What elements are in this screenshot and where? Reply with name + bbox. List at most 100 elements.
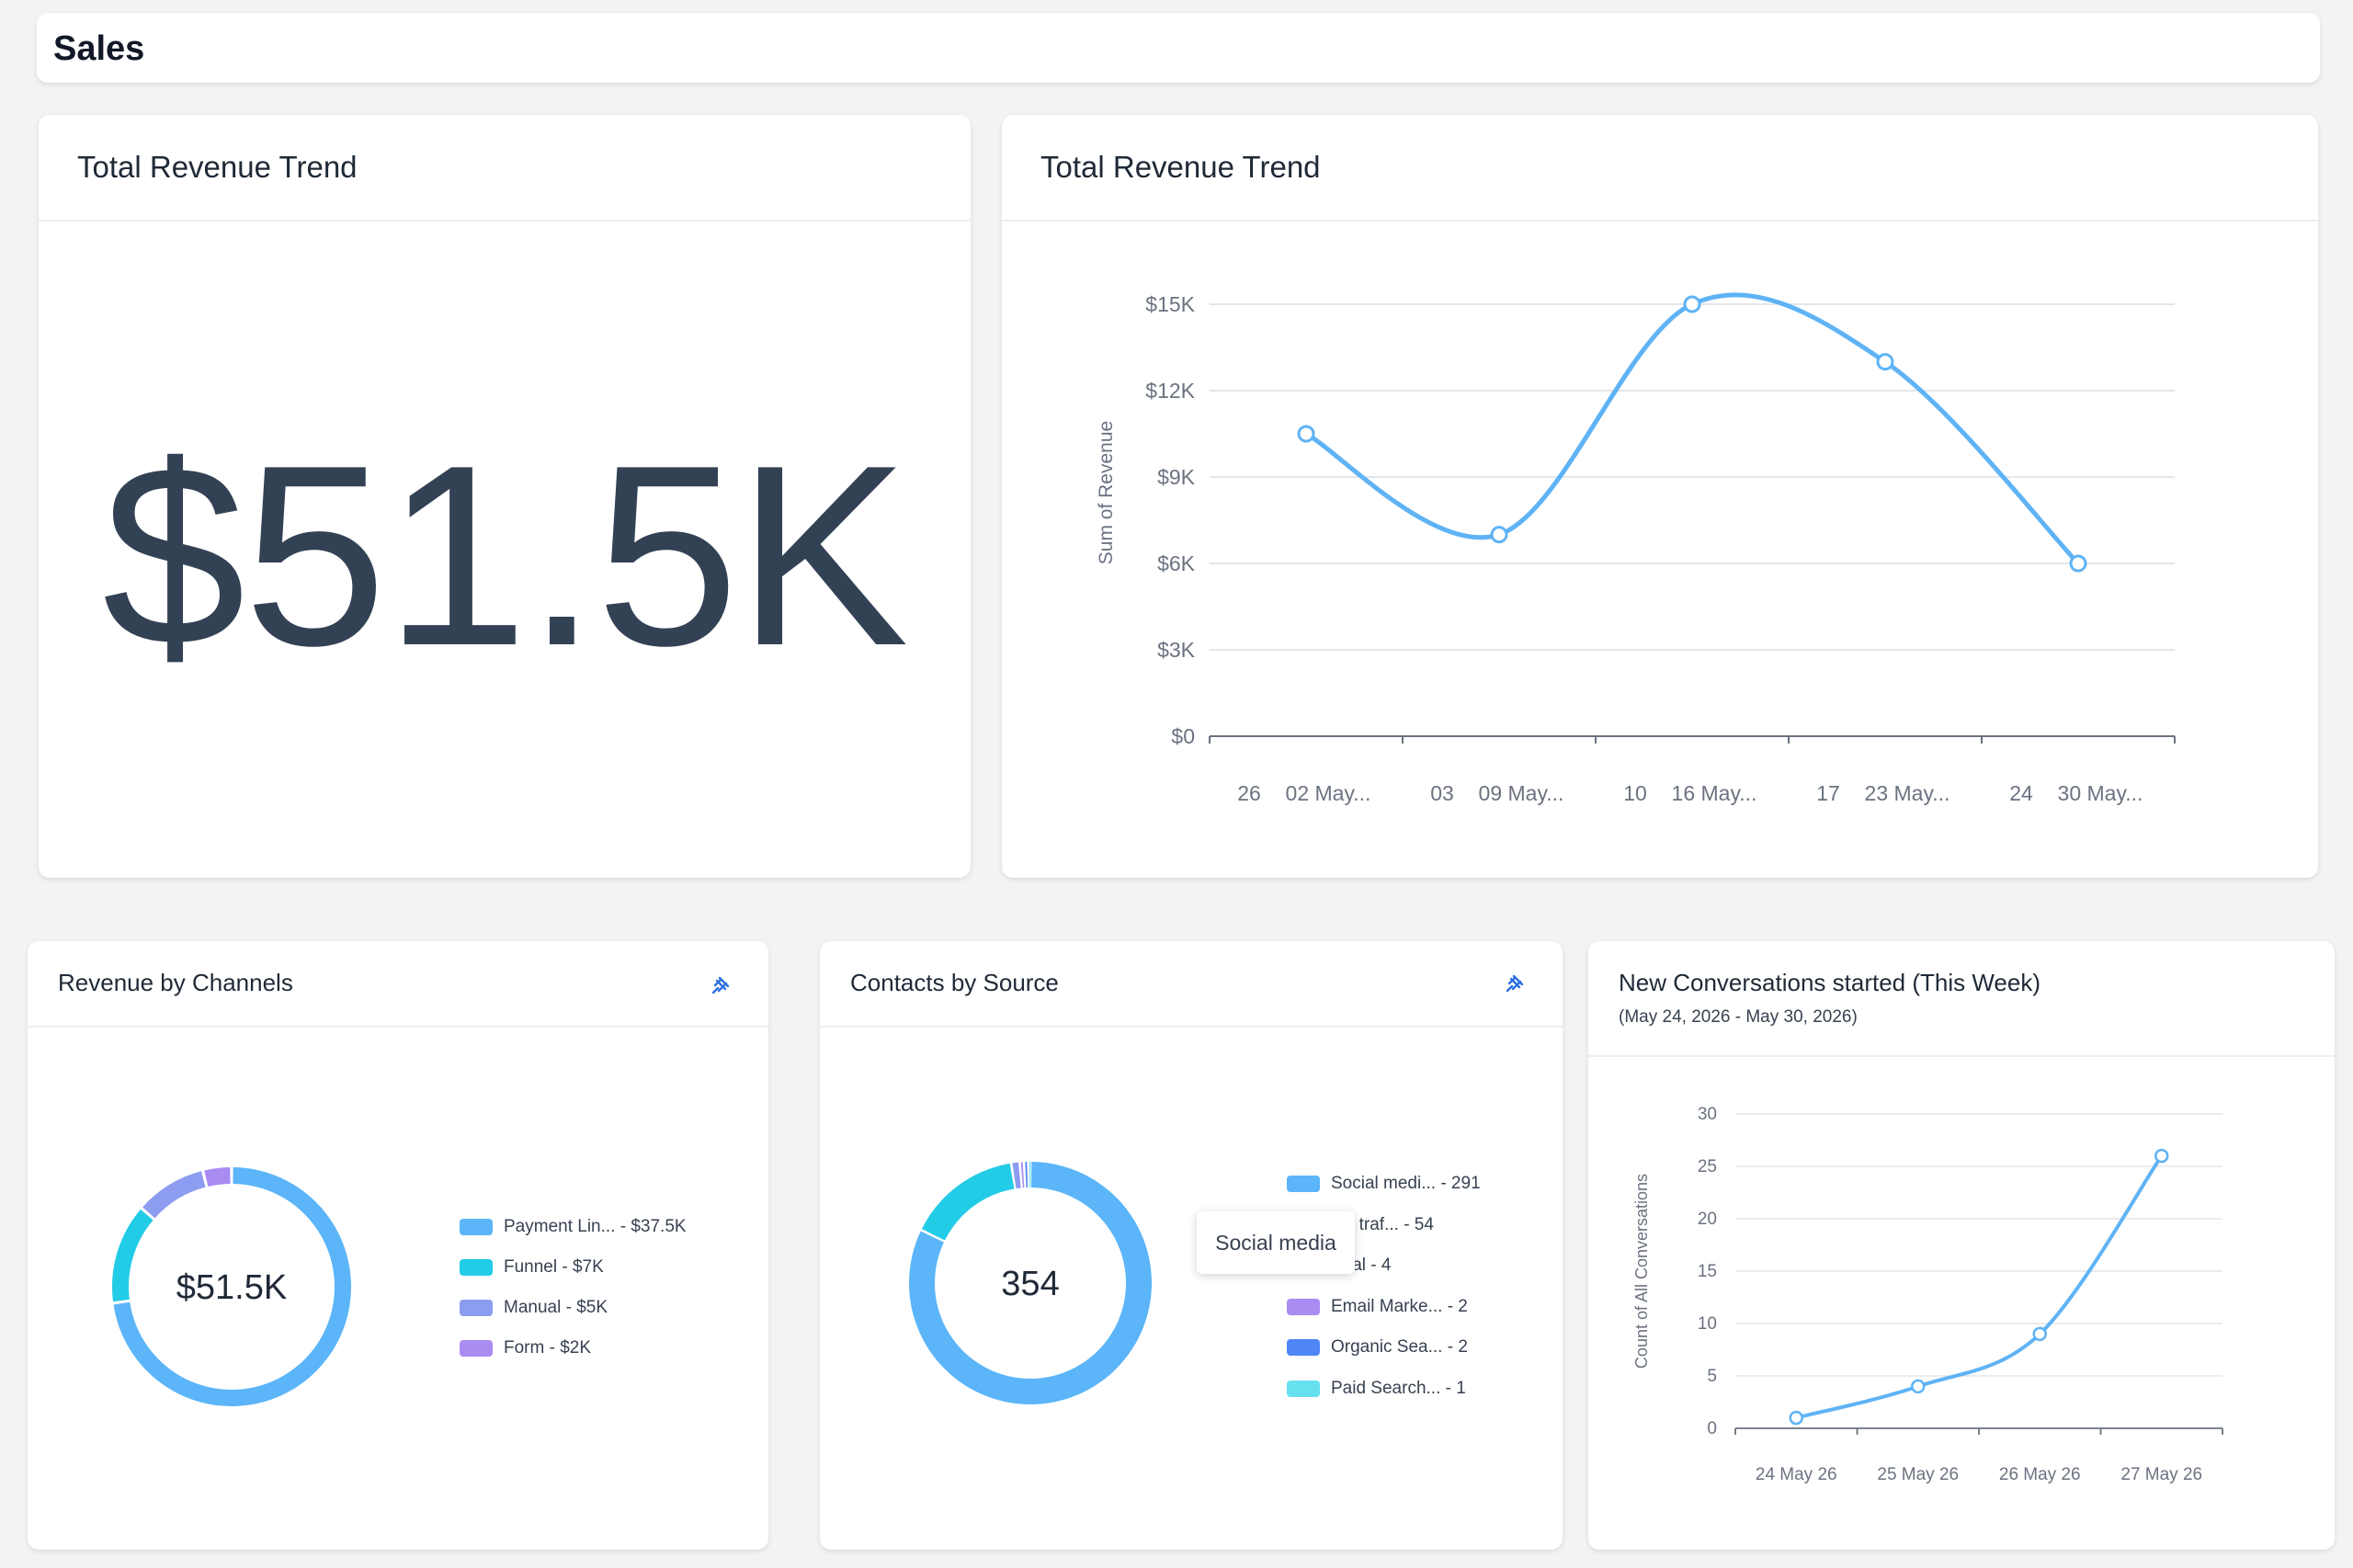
- page-title: Sales: [53, 29, 145, 68]
- y-tick-label: $6K: [1157, 551, 1196, 575]
- legend-item[interactable]: Manual - $5K: [460, 1298, 608, 1318]
- y-axis-label: Sum of Revenue: [1096, 421, 1117, 564]
- y-tick-label: 20: [1698, 1210, 1717, 1229]
- data-point: [1683, 295, 1701, 313]
- data-point: [1297, 425, 1315, 443]
- legend-label: Manual - $5K: [504, 1298, 608, 1317]
- x-tick-label: 03: [1430, 781, 1454, 805]
- data-point: [1789, 1410, 1803, 1426]
- legend-swatch: [460, 1219, 493, 1235]
- x-tick-label: 26: [1237, 781, 1261, 805]
- donut-slice: [112, 1209, 153, 1302]
- legend-swatch: [460, 1259, 493, 1276]
- legend-label: Social medi... - 291: [1331, 1174, 1481, 1193]
- y-tick-label: 30: [1698, 1105, 1717, 1124]
- donut-slice: [1012, 1162, 1021, 1189]
- page-header: Sales: [37, 13, 2320, 83]
- legend-item[interactable]: Funnel - $7K: [460, 1257, 604, 1278]
- card-title: Revenue by Channels: [58, 969, 293, 996]
- revenue-channels-donut: [112, 1167, 351, 1406]
- kpi-card: Total Revenue Trend $51.5K: [39, 115, 971, 878]
- data-point: [1911, 1379, 1926, 1394]
- series-line: [1304, 292, 2080, 565]
- legend-swatch: [1287, 1176, 1320, 1192]
- donut-slice: [142, 1171, 206, 1219]
- legend-swatch: [1287, 1339, 1320, 1356]
- y-tick-label: $15K: [1145, 292, 1195, 316]
- donut-slice: [1029, 1162, 1031, 1188]
- y-tick-label: $12K: [1145, 379, 1195, 403]
- card-title: New Conversations started (This Week): [1619, 969, 2041, 996]
- legend-item[interactable]: Email Marke... - 2: [1287, 1297, 1468, 1317]
- data-point: [2032, 1326, 2047, 1342]
- legend-label: Paid Search... - 1: [1331, 1378, 1466, 1398]
- y-tick-label: 5: [1707, 1367, 1717, 1386]
- legend-label: Payment Lin... - $37.5K: [504, 1217, 687, 1236]
- legend-label: Organic Sea... - 2: [1331, 1337, 1468, 1357]
- revenue-trend-card: Total Revenue Trend $0 $3K $6K $9K $12K $15K S…: [1002, 115, 2318, 878]
- legend-label: Email Marke... - 2: [1331, 1296, 1468, 1316]
- section-divider: [0, 899, 2353, 923]
- legend-item[interactable]: Social medi... - 291: [1287, 1174, 1481, 1194]
- legend-swatch: [1287, 1298, 1320, 1315]
- card-header: [1002, 115, 2318, 222]
- x-tick-label: 16 May...: [1672, 781, 1757, 805]
- x-tick-label: 27 May 26: [2120, 1465, 2202, 1484]
- revenue-trend-chart: $0 $3K $6K $9K $12K $15K Sum of Revenue 26 02 Ma…: [1096, 292, 2176, 805]
- y-tick-label: 15: [1698, 1262, 1717, 1281]
- y-tick-label: $9K: [1157, 465, 1196, 489]
- legend-label: ect traf... - 54: [1331, 1214, 1434, 1234]
- contacts-source-donut: [909, 1162, 1152, 1404]
- legend-label: Form - $2K: [504, 1338, 592, 1358]
- legend-swatch: [460, 1340, 493, 1357]
- donut-slice: [1020, 1162, 1025, 1188]
- legend-item[interactable]: Payment Lin... - $37.5K: [460, 1217, 687, 1237]
- y-tick-label: 25: [1698, 1157, 1717, 1176]
- x-tick-label: 09 May...: [1479, 781, 1564, 805]
- card-title: Contacts by Source: [850, 969, 1059, 996]
- series-line: [1795, 1154, 2164, 1420]
- donut-center-label: 354: [1001, 1265, 1060, 1303]
- card-header: [1588, 941, 2335, 1057]
- donut-slice: [921, 1163, 1015, 1241]
- revenue-channels-card: Revenue by Channels $51.5K Payment Lin..…: [28, 941, 768, 1550]
- y-axis-label: Count of All Conversations: [1632, 1174, 1651, 1369]
- donut-slice: [1025, 1162, 1029, 1188]
- tooltip: Social media: [1197, 1211, 1355, 1274]
- x-tick-label: 26 May 26: [1999, 1465, 2081, 1484]
- pin-icon[interactable]: [706, 972, 733, 1000]
- x-tick-label: 02 May...: [1286, 781, 1371, 805]
- y-tick-label: $3K: [1157, 638, 1196, 662]
- legend-label: Funnel - $7K: [504, 1257, 604, 1277]
- card-header: [820, 941, 1563, 1028]
- data-point: [1876, 353, 1894, 371]
- y-tick-label: 10: [1698, 1314, 1717, 1334]
- data-point: [2154, 1148, 2169, 1164]
- x-tick-label: 24: [2009, 781, 2033, 805]
- data-point: [1490, 526, 1508, 544]
- card-header: [28, 941, 768, 1028]
- y-tick-label: $0: [1171, 724, 1195, 748]
- donut-slice: [204, 1167, 231, 1187]
- legend-swatch: [460, 1300, 493, 1316]
- pin-icon[interactable]: [1500, 971, 1528, 998]
- x-tick-label: 17: [1816, 781, 1840, 805]
- donut-center-label: $51.5K: [176, 1268, 288, 1307]
- x-tick-label: 10: [1623, 781, 1647, 805]
- card-title: Total Revenue Trend: [1040, 150, 1321, 184]
- contacts-source-card: Contacts by Source 354 Social medi... - …: [820, 941, 1563, 1550]
- x-tick-label: 25 May 26: [1877, 1465, 1959, 1484]
- legend-item[interactable]: Organic Sea... - 2: [1287, 1337, 1468, 1358]
- legend-swatch: [1287, 1380, 1320, 1397]
- x-tick-label: 30 May...: [2058, 781, 2143, 805]
- legend-item[interactable]: Paid Search... - 1: [1287, 1379, 1466, 1399]
- card-title: Total Revenue Trend: [77, 150, 358, 184]
- x-tick-label: 24 May 26: [1756, 1465, 1837, 1484]
- conversations-card: New Conversations started (This Week) (M…: [1588, 941, 2335, 1550]
- x-tick-label: 23 May...: [1865, 781, 1950, 805]
- card-header: [39, 115, 971, 222]
- y-tick-label: 0: [1707, 1419, 1717, 1438]
- conversations-chart: 0 5 10 15 20 25 30 24 May 26 25 May 26 26 May 26 2…: [1632, 1105, 2223, 1484]
- legend-item[interactable]: Form - $2K: [460, 1338, 591, 1358]
- card-subtitle: (May 24, 2026 - May 30, 2026): [1619, 1007, 1858, 1027]
